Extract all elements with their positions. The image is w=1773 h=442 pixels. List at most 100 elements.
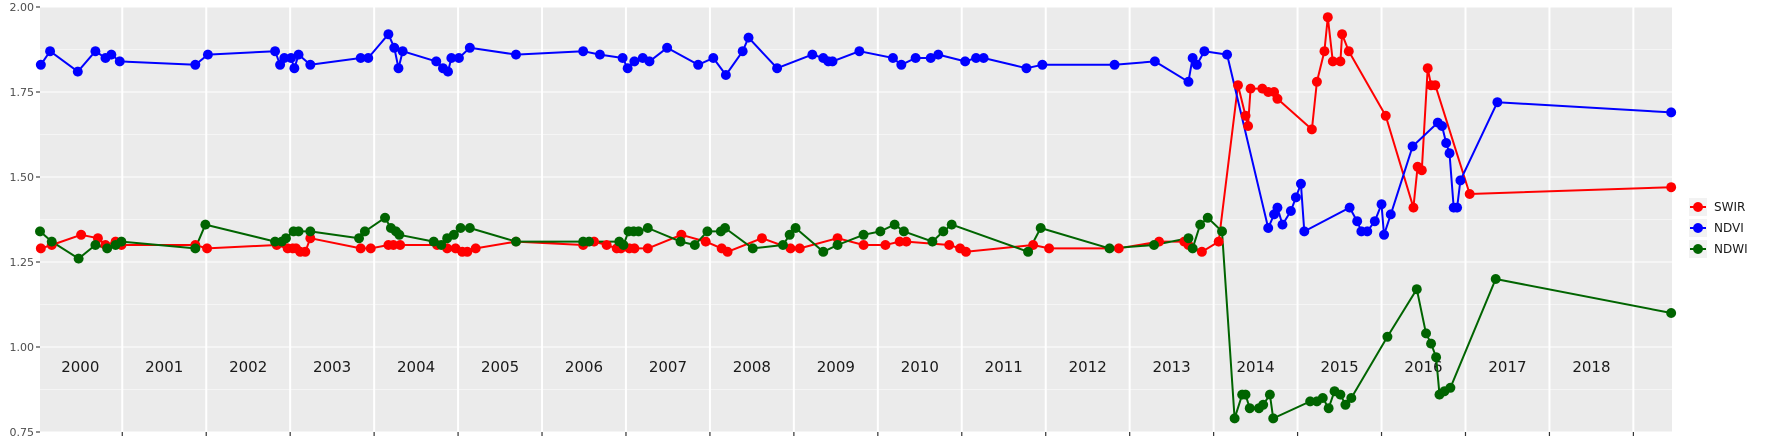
data-point-swir [1311, 76, 1322, 87]
data-point-ndwi [1382, 331, 1393, 342]
data-point-ndvi [393, 63, 404, 74]
data-point-ndvi [355, 53, 366, 63]
data-point-ndwi [898, 226, 909, 237]
data-point-ndvi [363, 53, 374, 63]
data-point-ndvi [389, 42, 400, 53]
data-point-ndvi [629, 56, 640, 67]
data-point-ndwi [35, 226, 45, 237]
data-point-swir [35, 243, 46, 254]
year-label: 2007 [649, 358, 687, 376]
data-point-ndvi [662, 42, 673, 53]
data-point-ndvi [1344, 202, 1355, 213]
data-point-ndvi [1444, 148, 1455, 159]
data-point-ndvi [1199, 46, 1210, 57]
data-point-ndvi [960, 56, 971, 67]
data-point-ndwi [102, 243, 113, 254]
data-point-ndwi [790, 223, 801, 233]
data-point-ndwi [1445, 382, 1456, 393]
data-point-swir [462, 246, 473, 257]
data-point-ndvi [617, 53, 628, 63]
data-point-ndvi [887, 53, 898, 63]
data-point-ndwi [1323, 403, 1334, 414]
data-point-ndwi [1426, 338, 1437, 349]
data-point-ndwi [889, 219, 900, 230]
data-point-ndvi [720, 70, 731, 80]
data-point-ndwi [1411, 284, 1422, 295]
data-point-swir [300, 246, 311, 257]
data-point-swir [470, 243, 481, 254]
data-point-ndvi [1263, 223, 1274, 233]
data-point-ndvi [910, 53, 921, 63]
legend: SWIR NDVI NDWI [1689, 198, 1748, 258]
data-point-ndwi [1346, 393, 1357, 403]
data-point-ndvi [578, 46, 589, 57]
data-point-ndwi [1183, 233, 1194, 244]
data-point-ndvi [453, 53, 464, 63]
data-point-ndwi [1240, 389, 1251, 400]
data-point-ndwi [618, 240, 629, 250]
data-point-swir [1464, 189, 1475, 199]
data-point-swir [1319, 46, 1330, 57]
data-point-ndvi [644, 56, 655, 67]
year-label: 2014 [1237, 358, 1275, 376]
data-point-ndwi [1187, 243, 1198, 254]
legend-item-ndwi: NDWI [1689, 240, 1748, 258]
year-label: 2003 [313, 358, 351, 376]
data-point-ndwi [1317, 393, 1328, 403]
data-point-swir [1666, 182, 1677, 193]
data-point-ndwi [642, 223, 653, 233]
data-point-swir [1416, 165, 1427, 176]
data-point-ndwi [1229, 413, 1240, 424]
data-point-ndwi [1149, 240, 1160, 250]
data-point-ndvi [1222, 49, 1233, 60]
data-point-ndwi [675, 236, 686, 247]
year-label: 2016 [1404, 358, 1442, 376]
data-point-ndwi [1104, 243, 1115, 254]
data-point-ndvi [431, 56, 442, 67]
data-point-ndvi [289, 63, 300, 74]
data-point-ndvi [1362, 226, 1373, 237]
legend-key-point [1693, 202, 1703, 212]
data-point-swir [1337, 29, 1348, 40]
data-point-ndvi [464, 42, 475, 53]
data-point-ndwi [200, 219, 211, 230]
data-point-ndvi [1299, 226, 1310, 237]
data-point-ndwi [1244, 403, 1255, 414]
data-point-ndvi [190, 59, 201, 70]
data-point-ndwi [1217, 226, 1228, 237]
year-label: 2010 [901, 358, 939, 376]
data-point-swir [355, 243, 366, 254]
data-point-ndwi [858, 229, 869, 240]
data-point-swir [901, 236, 912, 247]
data-point-ndvi [446, 53, 457, 63]
data-point-swir [601, 240, 612, 250]
year-label: 2013 [1153, 358, 1191, 376]
data-point-ndvi [286, 53, 297, 63]
data-point-ndwi [747, 243, 758, 254]
legend-item-swir: SWIR [1689, 198, 1745, 216]
data-point-ndvi [807, 49, 818, 60]
series-points [35, 12, 1677, 424]
data-point-ndvi [106, 49, 117, 60]
data-point-swir [1408, 202, 1419, 213]
year-label: 2015 [1320, 358, 1358, 376]
year-label: 2018 [1572, 358, 1610, 376]
legend-key-point [1693, 244, 1703, 254]
legend-item-ndvi: NDVI [1689, 219, 1744, 237]
data-point-ndwi [584, 236, 595, 247]
data-point-swir [629, 243, 640, 254]
data-point-ndvi [594, 49, 605, 60]
data-point-ndvi [743, 32, 754, 43]
data-point-ndwi [784, 229, 795, 240]
data-point-ndvi [443, 66, 453, 77]
data-point-ndvi [45, 46, 56, 57]
data-point-swir [944, 240, 955, 250]
year-labels: 2000 2001 2002 2003 2004 2005 2006 2007 2008 2009… [61, 358, 1610, 376]
data-point-ndwi [305, 226, 316, 237]
data-point-ndvi [1666, 107, 1677, 118]
data-point-ndwi [511, 236, 521, 247]
data-point-ndwi [359, 226, 370, 237]
data-point-swir [76, 229, 87, 240]
y-tick-label: 2.00 [10, 1, 35, 14]
legend-label: NDVI [1714, 221, 1744, 235]
